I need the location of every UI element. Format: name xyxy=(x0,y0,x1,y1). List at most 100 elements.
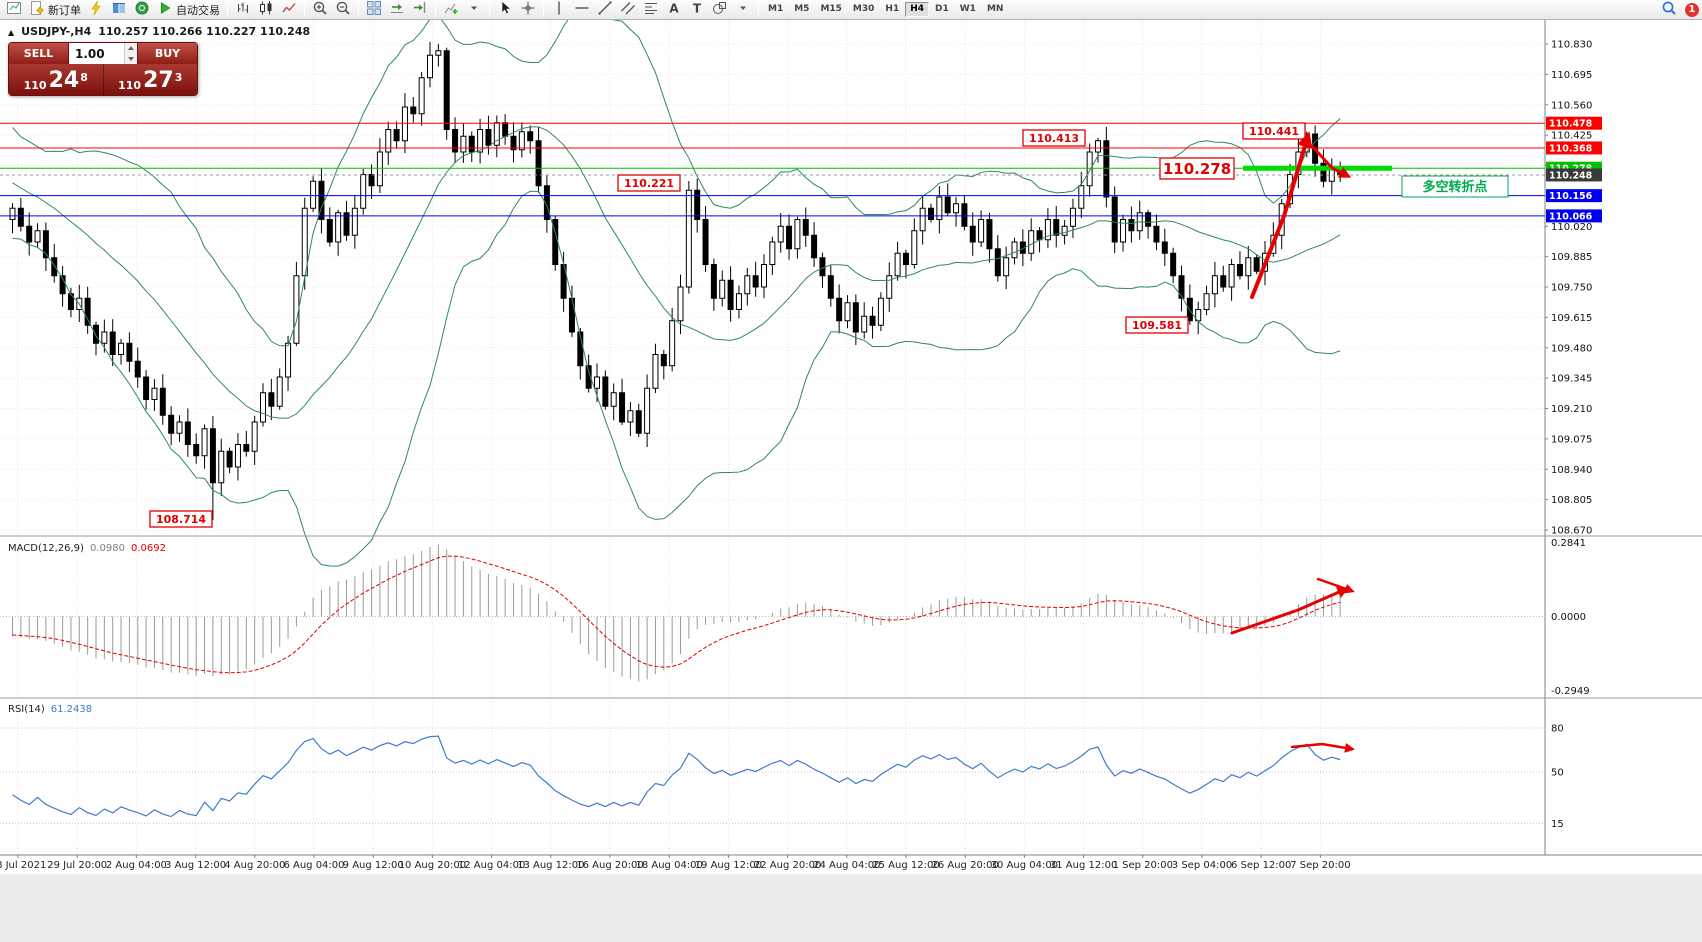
new-order-button-label: 新订单 xyxy=(48,3,81,17)
tiles-icon xyxy=(366,0,382,20)
autotrading-button[interactable]: 自动交易 xyxy=(154,1,223,19)
zoom-out-button[interactable] xyxy=(332,1,354,19)
svg-text:110.368: 110.368 xyxy=(1549,143,1593,154)
volume-up-button[interactable] xyxy=(125,43,137,54)
candlestick-chart-button[interactable] xyxy=(255,0,277,19)
bar-chart-button[interactable] xyxy=(232,1,254,19)
coin-icon xyxy=(134,0,150,20)
search-button[interactable] xyxy=(1658,1,1680,19)
market-watch-button[interactable] xyxy=(108,1,130,19)
crosshair-icon xyxy=(520,0,536,20)
timeframe-d1[interactable]: D1 xyxy=(935,4,949,14)
candlesticks xyxy=(9,41,1344,521)
trend-arrows[interactable] xyxy=(1230,131,1355,753)
crosshair-button[interactable] xyxy=(517,1,539,19)
toolbar-separator xyxy=(358,2,359,17)
svg-text:19 Aug 12:00: 19 Aug 12:00 xyxy=(695,860,762,871)
svg-text:18 Aug 04:00: 18 Aug 04:00 xyxy=(635,860,702,871)
svg-text:24 Aug 04:00: 24 Aug 04:00 xyxy=(813,860,880,871)
zoomout-icon xyxy=(335,0,351,20)
tile-windows-button[interactable] xyxy=(363,0,385,20)
svg-text:A: A xyxy=(669,1,679,15)
cursor-button[interactable] xyxy=(494,0,516,20)
volume-spinner xyxy=(124,43,137,64)
volume-input[interactable] xyxy=(69,43,124,64)
shapes-icon xyxy=(712,0,728,20)
channel-icon xyxy=(620,0,636,20)
buy-price[interactable]: 110 27 3 xyxy=(104,64,198,95)
svg-text:25 Aug 12:00: 25 Aug 12:00 xyxy=(872,860,939,871)
rsi-panel: 80 50 15 RSI(14) 61.2438 xyxy=(0,704,1564,830)
order-icon xyxy=(29,0,45,20)
timeframe-m30[interactable]: M30 xyxy=(852,4,875,14)
horizontal-lines[interactable] xyxy=(0,122,1545,217)
macd-label: MACD(12,26,9) 0.0980 0.0692 xyxy=(8,543,166,554)
channel-button[interactable] xyxy=(617,1,639,19)
price-callouts[interactable]: 110.413 110.441 110.278 110.221 109.581 108.7… xyxy=(149,122,1306,528)
svg-text:26 Aug 20:00: 26 Aug 20:00 xyxy=(931,860,998,871)
metaeditor-button[interactable] xyxy=(85,0,107,19)
vertical-line-button[interactable] xyxy=(548,1,570,19)
timeframe-m1[interactable]: M1 xyxy=(768,4,784,14)
buy-button[interactable]: BUY xyxy=(138,43,197,64)
horizontal-line-button[interactable] xyxy=(571,1,593,19)
svg-text:1 Sep 20:00: 1 Sep 20:00 xyxy=(1113,860,1173,871)
notification-badge[interactable]: 1 xyxy=(1685,2,1699,17)
svg-text:108.805: 108.805 xyxy=(1551,495,1592,506)
zoom-in-button[interactable] xyxy=(309,1,331,19)
caret-icon xyxy=(735,0,751,20)
svg-text:109.480: 109.480 xyxy=(1551,343,1592,354)
svg-text:109.210: 109.210 xyxy=(1551,404,1592,415)
indicators-button[interactable] xyxy=(440,1,462,19)
price-axis[interactable]: 110.830110.695110.560110.425110.290110.1… xyxy=(1544,20,1602,855)
one-click-trading-panel: SELL BUY 110 24 8 110 27 3 xyxy=(8,42,198,96)
textT-icon: T xyxy=(689,0,705,20)
toolbar-separator xyxy=(304,2,305,17)
toolbar-separator xyxy=(543,2,544,17)
shapes-caret-button[interactable] xyxy=(732,1,754,19)
timeframe-m15[interactable]: M15 xyxy=(820,4,842,14)
trendline-button[interactable] xyxy=(594,1,616,19)
ohlc-values: 110.257 110.266 110.227 110.248 xyxy=(98,25,311,38)
volume-down-button[interactable] xyxy=(125,53,137,64)
one-click-top-row: SELL BUY xyxy=(9,43,197,64)
timeframe-h4[interactable]: H4 xyxy=(905,2,929,17)
svg-text:109.581: 109.581 xyxy=(1132,319,1182,332)
line-chart-button[interactable] xyxy=(278,1,300,19)
new-order-button[interactable]: 新订单 xyxy=(26,0,84,20)
bars-icon xyxy=(235,0,251,20)
search-icon xyxy=(1661,0,1677,20)
sell-price[interactable]: 110 24 8 xyxy=(9,64,103,95)
svg-text:80: 80 xyxy=(1551,723,1564,734)
annotation-note[interactable]: 多空转折点 xyxy=(1401,175,1509,198)
timeframe-w1[interactable]: W1 xyxy=(959,4,976,14)
svg-text:-0.2949: -0.2949 xyxy=(1551,686,1590,697)
hline-icon xyxy=(574,0,590,20)
svg-text:109.345: 109.345 xyxy=(1551,374,1592,385)
auto-scroll-button[interactable] xyxy=(386,1,408,19)
rsi-label: RSI(14) 61.2438 xyxy=(8,704,92,715)
price-chart[interactable]: 110.830110.695110.560110.425110.290110.1… xyxy=(0,20,1702,942)
timeframe-h1[interactable]: H1 xyxy=(885,4,900,14)
shapes-button[interactable] xyxy=(709,1,731,19)
indicators-caret-button[interactable] xyxy=(463,1,485,19)
text-button[interactable]: A xyxy=(663,1,685,19)
terminal-button[interactable] xyxy=(131,1,153,19)
svg-text:110.066: 110.066 xyxy=(1549,211,1593,222)
cursor-icon xyxy=(497,0,513,20)
label-button[interactable]: T xyxy=(686,1,708,19)
new-chart-button[interactable] xyxy=(3,1,25,19)
window-bottom-area xyxy=(0,874,1702,942)
chart-icon xyxy=(6,0,22,20)
sell-button[interactable]: SELL xyxy=(9,43,68,64)
one-click-prices: 110 24 8 110 27 3 xyxy=(9,64,197,95)
vline-icon xyxy=(551,0,567,20)
timeframe-mn[interactable]: MN xyxy=(986,4,1004,14)
chart-shift-button[interactable] xyxy=(409,1,431,19)
fibonacci-button[interactable] xyxy=(640,1,662,19)
svg-text:6 Sep 12:00: 6 Sep 12:00 xyxy=(1231,860,1291,871)
svg-text:2 Aug 04:00: 2 Aug 04:00 xyxy=(106,860,167,871)
timeframe-m5[interactable]: M5 xyxy=(794,4,810,14)
play-icon xyxy=(157,0,173,20)
